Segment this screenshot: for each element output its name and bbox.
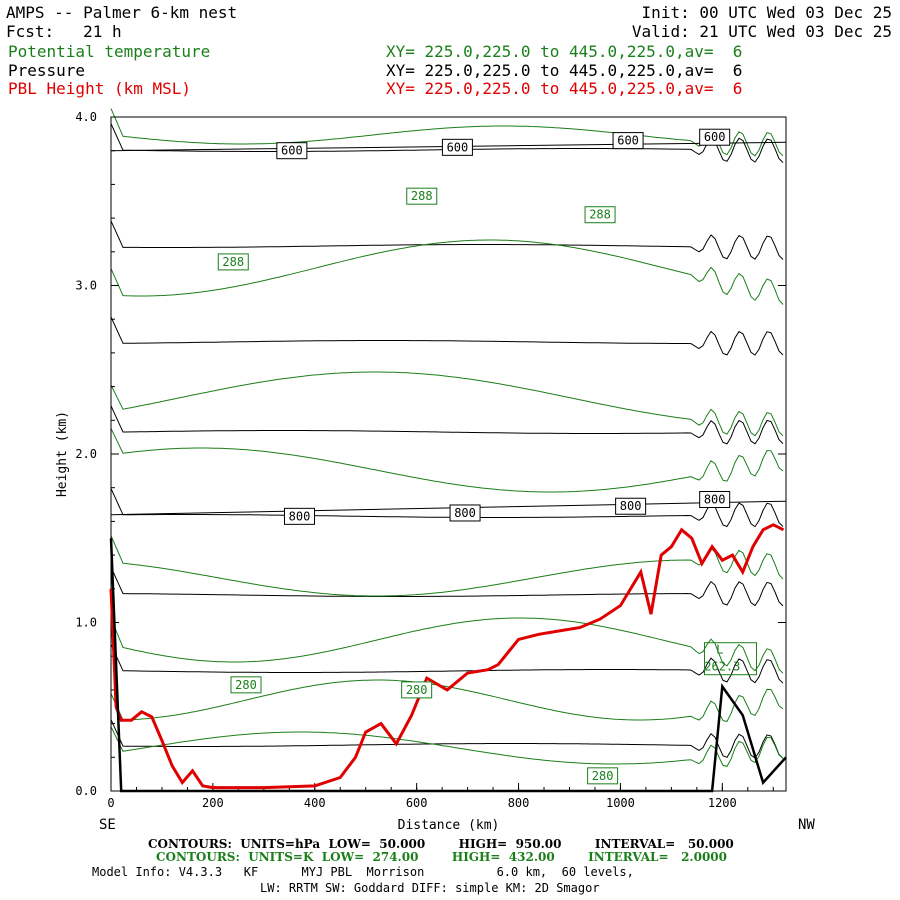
x-tick-label: 800 [508, 796, 530, 810]
theta-contour [110, 617, 784, 674]
contour-label-box [612, 132, 644, 150]
contour-label: 600 [704, 130, 726, 144]
theta-contour [110, 535, 784, 597]
x-tick-label: 600 [406, 796, 428, 810]
x-tick-label: 400 [304, 796, 326, 810]
legend-theta: Potential temperature [8, 42, 211, 61]
se-end-label: SE [99, 817, 116, 833]
theta-contour [110, 428, 784, 493]
contour-label: 288 [411, 189, 433, 203]
pressure-contour [110, 566, 784, 607]
legend-pressure: Pressure [8, 61, 86, 80]
series-line [110, 500, 787, 516]
legend-pbl-xy: XY= 225.0,225.0 to 445.0,225.0,av= 6 [386, 79, 743, 98]
footer-model-info-2: LW: RRTM SW: Goddard DIFF: simple KM: 2D… [260, 881, 600, 895]
pressure-contour [110, 488, 784, 528]
x-tick-label: 1000 [606, 796, 635, 810]
contour-label: 262.3 [704, 659, 740, 673]
contour-label-box [283, 507, 315, 525]
footer-model-info: Model Info: V4.3.3 KF MYJ PBL Morrison 6… [92, 865, 634, 879]
contour-label: 600 [617, 134, 639, 148]
x-tick-label: 200 [202, 796, 224, 810]
legend-theta-xy: XY= 225.0,225.0 to 445.0,225.0,av= 6 [386, 42, 743, 61]
contour-label-box [449, 504, 481, 522]
contour-label-box [699, 128, 731, 146]
footer-contours-theta: CONTOURS: UNITS=K LOW= 274.00 HIGH= 432.… [156, 850, 727, 864]
contour-label: 800 [704, 492, 726, 506]
contour-label: 800 [289, 509, 311, 523]
contour-label-box [584, 206, 616, 224]
pressure-contour [110, 405, 784, 445]
x-tick-label: 0 [107, 796, 114, 810]
chart-title: AMPS -- Palmer 6-km nest [6, 3, 238, 22]
contour-label-box [217, 253, 249, 271]
series-line [109, 538, 787, 793]
footer-contours-pressure: CONTOURS: UNITS=hPa LOW= 50.000 HIGH= 95… [148, 837, 734, 851]
contour-label-box [615, 497, 647, 515]
contour-label-box [401, 681, 433, 699]
contour-label: 800 [620, 499, 642, 513]
y-tick-label: 1.0 [75, 616, 97, 630]
contour-label: 288 [222, 255, 244, 269]
y-axis-label: Height (km) [55, 411, 70, 497]
theta-contour [110, 108, 784, 157]
low-marker-box [703, 642, 757, 676]
contour-label: 280 [235, 678, 257, 692]
x-axis-label: Distance (km) [398, 818, 500, 833]
contour-label-box [276, 142, 308, 160]
contour-label-box [230, 676, 262, 694]
contour-label: 800 [454, 506, 476, 520]
contour-label: 288 [589, 208, 611, 222]
contour-label: 600 [447, 140, 469, 154]
valid-time: Valid: 21 UTC Wed 03 Dec 25 [631, 22, 892, 41]
pressure-contour [110, 316, 784, 356]
contour-label: L [716, 642, 723, 656]
series-line [109, 523, 785, 790]
legend-pressure-xy: XY= 225.0,225.0 to 445.0,225.0,av= 6 [386, 61, 743, 80]
legend-pbl: PBL Height (km MSL) [8, 79, 192, 98]
contour-label: 280 [406, 683, 428, 697]
contour-label-box [406, 187, 438, 205]
y-tick-label: 4.0 [75, 110, 97, 124]
forecast-hour: Fcst: 21 h [6, 22, 122, 41]
y-tick-label: 2.0 [75, 447, 97, 461]
theta-contour [110, 239, 784, 305]
contour-label-box [699, 490, 731, 508]
y-tick-label: 3.0 [75, 279, 97, 293]
nw-end-label: NW [798, 817, 815, 833]
contour-label-box [587, 767, 619, 785]
pressure-contour [110, 220, 784, 260]
y-tick-label: 0.0 [75, 784, 97, 798]
theta-contour [110, 679, 784, 722]
x-tick-label: 1200 [708, 796, 737, 810]
contour-label: 600 [281, 144, 303, 158]
theta-contour [110, 726, 784, 767]
init-time: Init: 00 UTC Wed 03 Dec 25 [641, 3, 892, 22]
contour-label: 280 [592, 769, 614, 783]
theta-contour [110, 371, 784, 437]
contour-label-box [441, 138, 473, 156]
pressure-contour [110, 643, 784, 684]
pressure-contour [110, 719, 784, 759]
